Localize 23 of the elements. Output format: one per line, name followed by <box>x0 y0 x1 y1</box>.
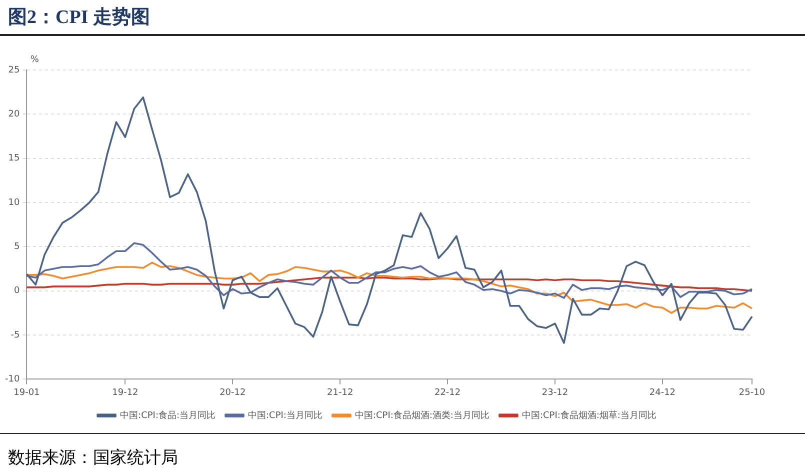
x-tick-label: 19-01 <box>14 388 40 398</box>
legend-label: 中国:CPI:食品烟酒:烟草:当月同比 <box>522 410 656 421</box>
legend-label: 中国:CPI:食品烟酒:酒类:当月同比 <box>354 410 490 421</box>
x-tick-label: 23-12 <box>542 388 568 398</box>
y-tick-label: -10 <box>4 374 20 385</box>
x-tick-label: 24-12 <box>649 388 676 398</box>
x-tick-label: 19-12 <box>112 388 138 398</box>
y-tick-label: 5 <box>14 242 20 252</box>
x-tick-label: 21-12 <box>327 388 354 398</box>
x-tick-label: 22-12 <box>434 388 461 398</box>
chart-title: 图2：CPI 走势图 <box>8 6 150 30</box>
legend-label: 中国:CPI:食品:当月同比 <box>120 410 216 421</box>
x-tick-label: 25-10 <box>738 388 766 398</box>
x-tick-label: 20-12 <box>220 388 246 398</box>
y-tick-label: 15 <box>8 154 20 164</box>
y-axis-title: % <box>30 54 40 65</box>
y-tick-label: 0 <box>14 286 20 296</box>
y-tick-label: -5 <box>10 330 20 340</box>
y-tick-label: 25 <box>8 65 20 76</box>
y-tick-label: 20 <box>8 110 20 120</box>
y-tick-label: 10 <box>8 198 20 208</box>
legend-label: 中国:CPI:当月同比 <box>248 410 322 421</box>
source-note: 数据来源：国家统计局 <box>8 447 178 469</box>
